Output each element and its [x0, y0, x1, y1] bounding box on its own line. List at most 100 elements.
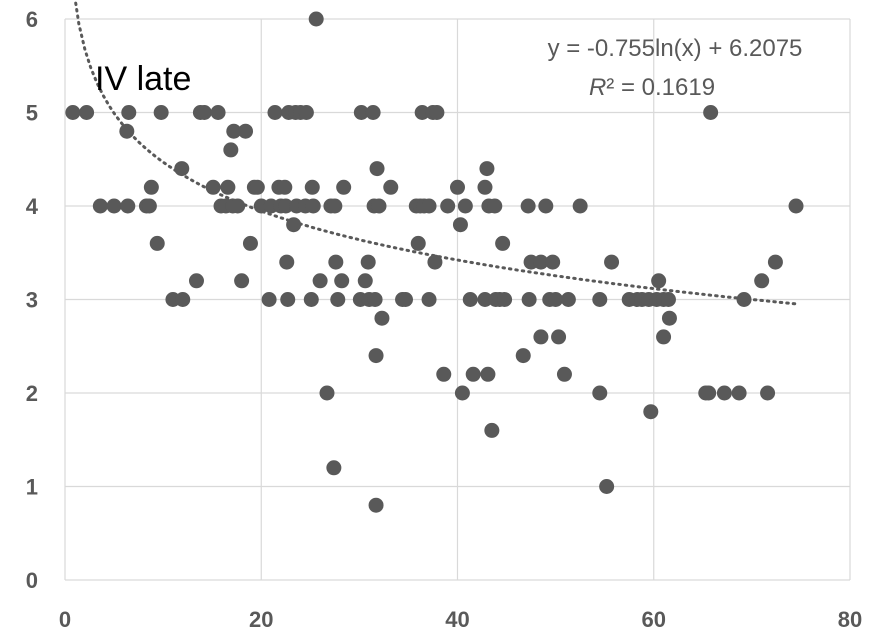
data-point — [477, 292, 493, 307]
data-point — [454, 385, 470, 401]
data-point — [599, 479, 615, 494]
data-point — [560, 292, 576, 307]
data-point — [487, 198, 503, 214]
data-point — [515, 348, 531, 364]
data-point — [383, 179, 399, 195]
r2-symbol: R — [589, 74, 606, 101]
data-point — [365, 105, 381, 120]
data-point — [312, 273, 328, 289]
data-point — [651, 273, 667, 289]
data-point — [440, 198, 456, 214]
data-point — [223, 142, 239, 158]
data-point — [410, 235, 426, 251]
data-point — [592, 385, 608, 401]
data-point — [210, 105, 226, 120]
data-point — [369, 161, 385, 177]
data-point — [353, 105, 369, 120]
data-point — [65, 105, 81, 120]
data-point — [421, 198, 437, 214]
data-point — [304, 179, 320, 195]
data-point — [548, 292, 564, 307]
data-point — [368, 348, 384, 364]
y-tick-label: 0 — [26, 568, 38, 593]
y-tick-label: 4 — [26, 194, 39, 219]
r2-value: ² = 0.1619 — [606, 74, 715, 101]
data-point — [278, 198, 294, 214]
data-point — [242, 235, 258, 251]
y-tick-label: 5 — [26, 101, 38, 126]
data-point — [226, 123, 242, 139]
data-point — [495, 235, 511, 251]
data-point — [303, 292, 319, 307]
data-point — [436, 366, 452, 382]
data-point — [661, 310, 677, 326]
data-point — [556, 366, 572, 382]
data-point — [153, 105, 169, 120]
data-point — [279, 254, 295, 270]
y-tick-label: 6 — [26, 7, 38, 32]
data-point — [703, 105, 719, 120]
y-tick-label: 1 — [26, 475, 38, 500]
trendline-equation: y = -0.755ln(x) + 6.2075 — [548, 35, 803, 62]
data-point — [656, 329, 672, 345]
data-point — [427, 254, 443, 270]
data-point — [397, 292, 413, 307]
data-point — [477, 179, 493, 195]
data-point — [280, 292, 296, 307]
x-tick-label: 20 — [249, 607, 273, 632]
data-point — [497, 292, 513, 307]
data-point — [701, 385, 717, 401]
data-point — [660, 292, 676, 307]
data-point — [429, 105, 445, 120]
y-tick-label: 3 — [26, 288, 38, 313]
data-point — [92, 198, 108, 214]
x-tick-label: 0 — [59, 607, 71, 632]
data-point — [360, 254, 376, 270]
data-points — [65, 11, 804, 513]
x-tick-label: 60 — [642, 607, 666, 632]
data-point — [149, 235, 165, 251]
data-point — [643, 404, 659, 420]
data-point — [196, 105, 212, 120]
data-point — [267, 105, 283, 120]
data-point — [716, 385, 732, 401]
data-point — [480, 366, 496, 382]
data-point — [119, 123, 135, 139]
data-point — [120, 198, 136, 214]
data-point — [205, 179, 221, 195]
x-tick-label: 80 — [838, 607, 862, 632]
data-point — [731, 385, 747, 401]
trendline-r-squared: R² = 0.1619 — [589, 74, 715, 101]
data-point — [368, 497, 384, 513]
data-point — [371, 198, 387, 214]
data-point — [767, 254, 783, 270]
data-point — [760, 385, 776, 401]
data-point — [367, 292, 383, 307]
data-point — [421, 292, 437, 307]
data-point — [319, 385, 335, 401]
data-point — [249, 179, 265, 195]
data-point — [462, 292, 478, 307]
data-point — [277, 179, 293, 195]
data-point — [788, 198, 804, 214]
data-point — [374, 310, 390, 326]
data-point — [79, 105, 95, 120]
data-point — [336, 179, 352, 195]
data-point — [465, 366, 481, 382]
y-tick-label: 2 — [26, 381, 38, 406]
data-point — [230, 198, 246, 214]
data-point — [330, 292, 346, 307]
data-point — [220, 179, 236, 195]
data-point — [604, 254, 620, 270]
data-point — [261, 292, 277, 307]
data-point — [327, 198, 343, 214]
data-point — [141, 198, 157, 214]
data-point — [414, 105, 430, 120]
data-point — [357, 273, 373, 289]
data-point — [188, 273, 204, 289]
data-point — [334, 273, 350, 289]
data-point — [143, 179, 159, 195]
data-point — [457, 198, 473, 214]
data-point — [308, 11, 324, 27]
